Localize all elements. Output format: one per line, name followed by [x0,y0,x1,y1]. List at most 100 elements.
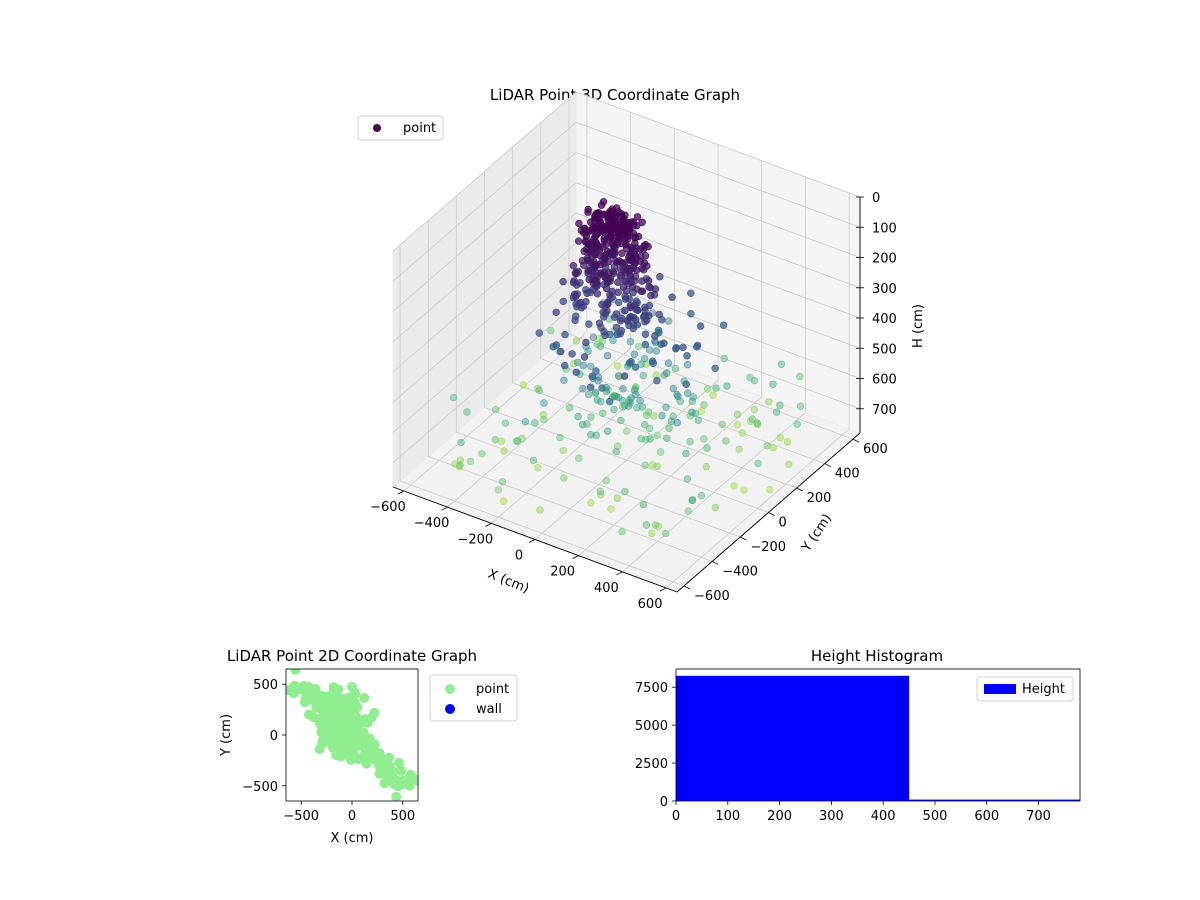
chart-3d-x-tick [441,506,448,511]
chart-3d-point [457,438,465,447]
chart-2d-point [324,736,335,747]
chart-2d-point [396,765,407,776]
chart-3d-point [642,521,651,529]
chart-3d-point [644,408,653,416]
chart-3d-grid-line [512,382,797,489]
chart-2d-points [286,669,418,801]
chart-3d-point [596,342,605,350]
chart-3d-grid-line [484,407,769,513]
chart-3d-point [733,421,742,429]
chart-3d-point [700,435,708,443]
chart-2d-point [364,733,375,744]
chart-3d-point [596,487,604,496]
chart-3d-point [693,341,702,350]
chart-3d-point [521,418,530,426]
chart-3d-point [777,360,786,368]
chart-2d-y-tick-label: 0 [270,729,278,744]
chart-3d-point [653,376,661,385]
chart-3d-x-tick-label: −600 [370,500,406,515]
chart-3d-point [634,342,643,351]
chart-3d: LiDAR Point 3D Coordinate Graph −600 −400… [357,86,926,612]
chart-3d-point [578,421,587,429]
chart-3d-point [679,343,687,352]
chart-3d-point [645,301,654,310]
chart-3d-point [627,278,635,286]
chart-3d-point [540,415,548,424]
chart-3d-point [605,397,614,406]
chart-3d-point [641,318,649,326]
chart-3d-point [654,326,663,334]
chart-3d-point [591,276,600,284]
chart-3d-x-tick [397,490,405,495]
chart-3d-point [494,486,502,494]
chart-3d-y-tick [852,438,860,443]
chart-3d-point [627,250,636,258]
chart-3d-x-tick [659,587,667,592]
chart-3d-point [625,359,634,367]
chart-3d-grid-line [392,303,577,464]
chart-3d-point [765,398,773,406]
chart-3d-point [753,419,761,427]
chart-3d-point [463,408,471,416]
chart-3d-point [637,360,645,368]
chart-3d-point [664,317,673,325]
chart-3d-point [668,293,676,301]
chart-3d-point [491,405,500,414]
chart-3d-point [622,269,630,277]
chart-2d-x-axis-label: X (cm) [331,831,374,846]
chart-3d-point [612,323,621,332]
chart-2d-legend-point-marker [445,684,455,694]
chart-2d-point [394,757,404,768]
chart-3d-point [633,213,642,221]
chart-3d-point [620,220,628,229]
chart-3d-point [629,321,638,329]
chart-histogram-bars [676,675,1080,801]
chart-3d-point [598,257,606,265]
chart-3d-point [630,350,639,358]
chart-3d-point [750,405,758,414]
chart-3d-point [735,445,743,454]
chart-3d-point [763,442,771,450]
chart-3d-point [688,496,696,505]
chart-3d-point [719,321,728,329]
chart-2d-point [344,726,354,737]
chart-3d-point [765,485,774,494]
chart-3d-point [641,330,650,338]
chart-histogram-y-tick-label: 7500 [635,681,668,696]
chart-histogram-y-tick-label: 5000 [635,719,668,734]
chart-3d-point [783,438,792,446]
chart-3d-point [683,360,692,369]
chart-3d-x-tick [572,555,579,560]
chart-3d-point [769,380,777,388]
chart-3d-point [696,322,705,330]
chart-3d-point [580,261,588,269]
chart-histogram-legend: Height [976,676,1074,702]
chart-3d-point [569,262,578,270]
chart-3d-point [697,407,705,415]
chart-3d-point [614,228,622,236]
chart-3d-point [639,500,648,509]
chart-2d-y-axis-label: Y (cm) [219,714,234,757]
chart-3d-point [605,269,613,277]
chart-3d-x-tick-label: 0 [515,549,523,564]
chart-3d-point [652,347,660,355]
chart-histogram-x-tick-label: 100 [715,809,740,824]
chart-3d-point [612,447,620,456]
chart-2d: LiDAR Point 2D Coordinate Graph −500 0 500… [219,647,518,846]
chart-3d-point [552,308,560,316]
chart-3d-grid-line [399,480,685,587]
chart-3d-point [703,385,712,393]
chart-3d-grid [392,91,861,589]
chart-3d-point [576,298,585,307]
chart-3d-point [583,256,592,265]
chart-3d-z-tick-label: 700 [872,403,897,418]
chart-histogram-y-tick-label: 2500 [635,757,668,772]
chart-3d-point [682,380,690,388]
chart-2d-point [315,690,326,701]
chart-3d-point [572,337,581,345]
chart-3d-point [682,449,690,458]
chart-histogram-legend-label: Height [1022,682,1065,697]
chart-2d-y-tick-label: 500 [253,678,278,693]
chart-3d-point [574,237,583,245]
chart-3d-point [653,431,661,440]
